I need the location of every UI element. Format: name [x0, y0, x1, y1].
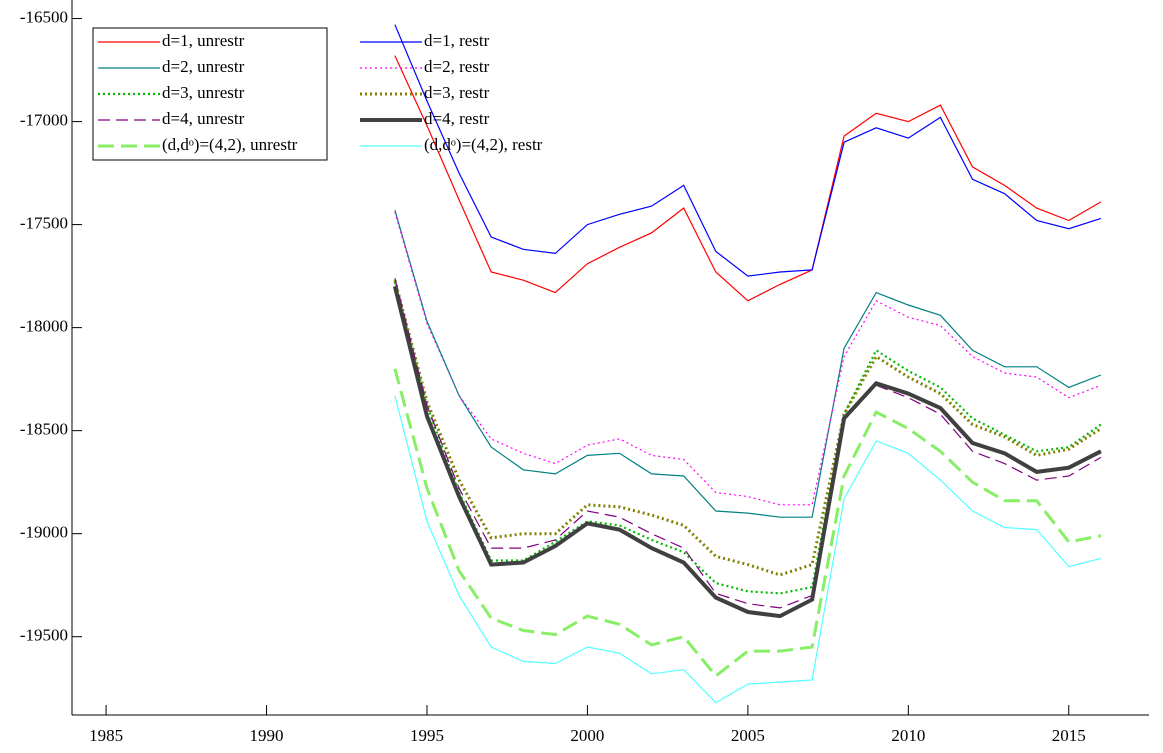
y-tick-label: -18000	[20, 317, 68, 336]
legend-label: d=2, restr	[424, 57, 490, 76]
x-tick-label: 1985	[89, 726, 123, 745]
y-tick-label: -16500	[20, 7, 68, 26]
legend-box	[92, 27, 328, 161]
x-tick-label: 1990	[250, 726, 284, 745]
series-line	[394, 55, 1102, 302]
legend-label: d=4, unrestr	[162, 109, 245, 128]
legend-label: d=3, unrestr	[162, 83, 245, 102]
y-tick-label: -17500	[20, 214, 68, 233]
x-tick-label: 1995	[410, 726, 444, 745]
series-line	[394, 24, 1102, 277]
legend-label: d=4, restr	[424, 109, 490, 128]
x-tick-label: 2005	[731, 726, 765, 745]
y-tick-label: -18500	[20, 420, 68, 439]
legend-label: d=2, unrestr	[162, 57, 245, 76]
series-line	[394, 210, 1102, 518]
series-line	[394, 212, 1102, 506]
y-tick-label: -19500	[20, 626, 68, 645]
series-line	[392, 285, 1102, 619]
x-tick-label: 2015	[1052, 726, 1086, 745]
x-tick-label: 2010	[891, 726, 925, 745]
legend-label: d=3, restr	[424, 83, 490, 102]
legend-label: d=1, unrestr	[162, 31, 245, 50]
x-tick-label: 2000	[570, 726, 604, 745]
y-tick-label: -19000	[20, 523, 68, 542]
legend-label: d=1, restr	[424, 31, 490, 50]
legend-label: (d,dᵒ)=(4,2), unrestr	[162, 135, 298, 154]
series-line	[393, 282, 1102, 595]
y-tick-label: -17000	[20, 110, 68, 129]
series-line	[394, 395, 1102, 704]
legend-label: (d,dᵒ)=(4,2), restr	[424, 135, 543, 154]
series-line	[394, 278, 1102, 609]
series-line	[393, 279, 1102, 577]
